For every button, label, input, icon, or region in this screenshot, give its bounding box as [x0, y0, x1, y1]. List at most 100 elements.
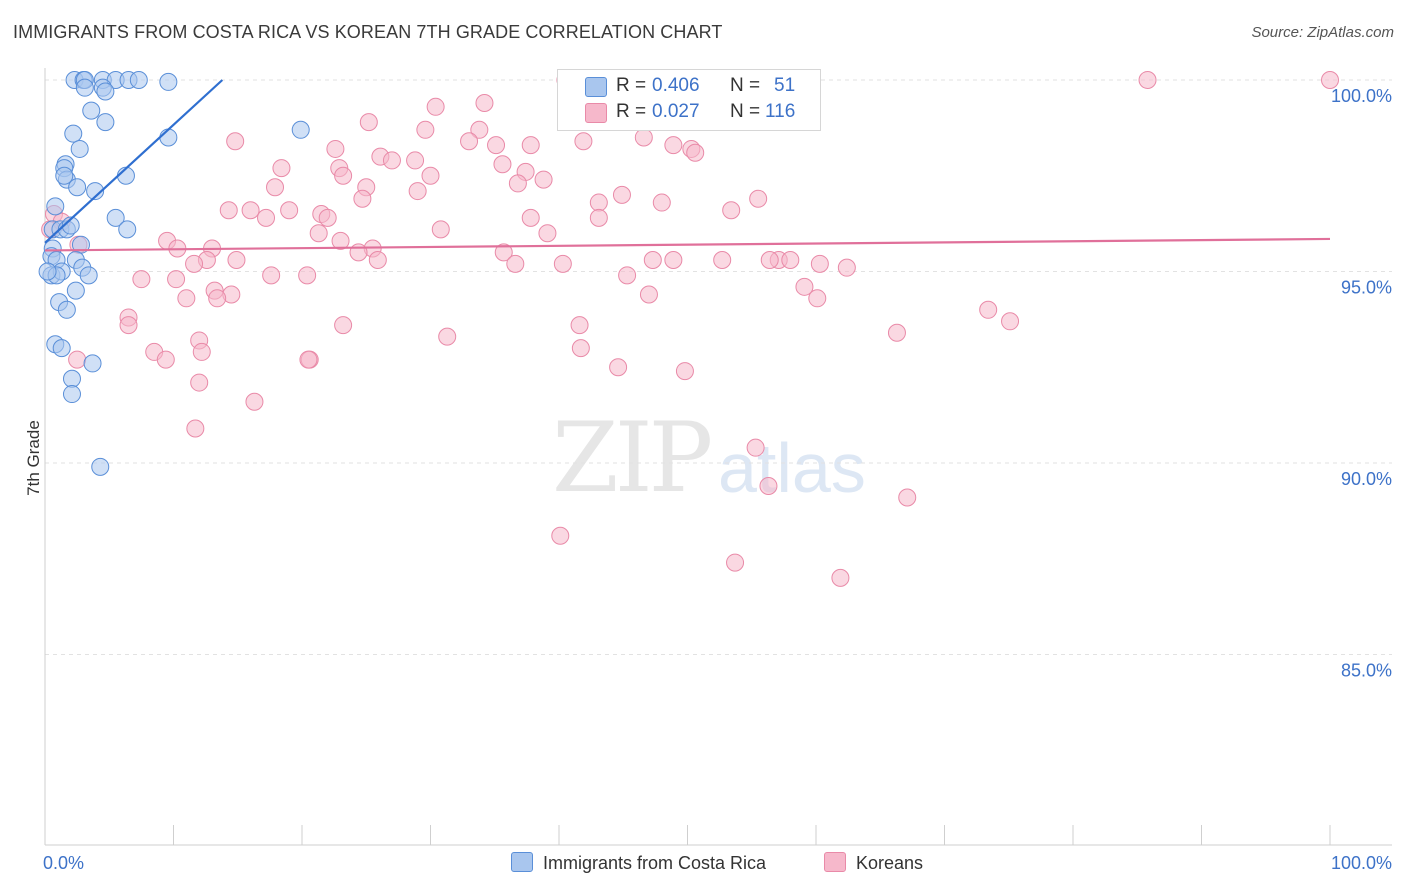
korean-point — [713, 251, 732, 270]
korean-point — [831, 568, 850, 587]
y-tick-label: 95.0% — [1341, 278, 1392, 298]
costa-rica-point — [70, 139, 89, 158]
bottom-legend-swatch-blue — [511, 852, 533, 872]
korean-point — [746, 438, 765, 457]
costa-rica-point — [62, 369, 81, 388]
bottom-legend-label: Koreans — [856, 853, 924, 873]
korean-point — [470, 120, 489, 139]
korean-point — [493, 155, 512, 174]
korean-point — [808, 289, 827, 308]
costa-rica-point — [82, 101, 101, 120]
legend-row-costa-rica: R = 0.406 N = 51 — [558, 75, 820, 101]
korean-point — [643, 251, 662, 270]
korean-point — [664, 136, 683, 155]
korean-point — [722, 201, 741, 220]
korean-point — [318, 208, 337, 227]
legend-r-label: R = — [616, 75, 647, 96]
costa-rica-point — [46, 197, 65, 216]
costa-rica-point — [68, 178, 87, 197]
korean-point — [810, 254, 829, 273]
korean-point — [589, 193, 608, 212]
korean-point — [262, 266, 281, 285]
korean-point — [132, 270, 151, 289]
korean-point — [781, 251, 800, 270]
costa-rica-point — [159, 128, 178, 147]
costa-rica-point — [106, 208, 125, 227]
costa-rica-point — [79, 266, 98, 285]
bottom-legend-koreans: Koreans — [824, 852, 923, 874]
korean-point — [167, 270, 186, 289]
costa-rica-point — [64, 124, 83, 143]
costa-rica-point — [129, 71, 148, 89]
korean-point — [257, 208, 276, 227]
korean-point — [219, 201, 238, 220]
legend-r-value: 0.027 — [652, 101, 700, 122]
korean-point — [506, 254, 525, 273]
korean-point — [487, 136, 506, 155]
korean-point — [349, 243, 368, 262]
korean-point — [887, 323, 906, 342]
korean-point — [639, 285, 658, 304]
legend-swatch-blue — [585, 77, 607, 97]
korean-point — [460, 132, 479, 151]
korean-point — [551, 526, 570, 545]
costa-rica-point — [118, 220, 137, 239]
korean-point — [421, 166, 440, 185]
korean-point — [298, 266, 317, 285]
korean-point — [326, 139, 345, 158]
korean-point — [416, 120, 435, 139]
korean-point — [426, 97, 445, 116]
costa-rica-point — [55, 166, 74, 185]
costa-rica-point — [52, 339, 71, 358]
bottom-legend-costa-rica: Immigrants from Costa Rica — [511, 852, 766, 874]
source-credit: Source: ZipAtlas.com — [1251, 24, 1394, 41]
korean-point — [534, 170, 553, 189]
korean-point — [309, 224, 328, 243]
korean-point — [241, 201, 260, 220]
costa-rica-point — [75, 78, 94, 97]
korean-point — [1321, 71, 1339, 89]
costa-rica-point — [62, 385, 81, 404]
costa-rica-point — [96, 82, 115, 101]
korean-point — [589, 208, 608, 227]
korean-point — [508, 174, 527, 193]
korean-point — [475, 93, 494, 112]
costa-rica-point — [159, 72, 178, 91]
korean-point — [68, 350, 87, 369]
costa-rica-point — [57, 300, 76, 319]
korean-point — [334, 166, 353, 185]
costa-rica-trend-line — [44, 79, 224, 244]
korean-point — [553, 254, 572, 273]
korean-point — [521, 208, 540, 227]
korean-point — [675, 362, 694, 381]
korean-point — [726, 553, 745, 572]
korean-point — [185, 254, 204, 273]
korean-point — [382, 151, 401, 170]
korean-point — [408, 182, 427, 201]
korean-trend-line — [44, 237, 1331, 252]
x-tick-label: 100.0% — [1331, 853, 1392, 873]
korean-point — [119, 316, 138, 335]
korean-point — [759, 476, 778, 495]
korean-point — [898, 488, 917, 507]
y-tick-label: 90.0% — [1341, 469, 1392, 489]
korean-point — [208, 289, 227, 308]
legend-n-value: 51 — [774, 75, 796, 96]
korean-point — [227, 251, 246, 270]
korean-point — [266, 178, 285, 197]
korean-point — [334, 316, 353, 335]
korean-point — [299, 350, 318, 369]
korean-point — [634, 128, 653, 147]
korean-point — [979, 300, 998, 319]
korean-point — [521, 136, 540, 155]
korean-point — [760, 251, 779, 270]
korean-point — [156, 350, 175, 369]
legend-n-label: N = — [730, 75, 761, 96]
y-tick-label: 100.0% — [1331, 86, 1392, 106]
korean-point — [686, 143, 705, 162]
korean-point — [494, 243, 513, 262]
legend-r-label: R = — [616, 101, 647, 122]
korean-point — [280, 201, 299, 220]
bottom-legend-swatch-pink — [824, 852, 846, 872]
korean-point — [331, 231, 350, 250]
